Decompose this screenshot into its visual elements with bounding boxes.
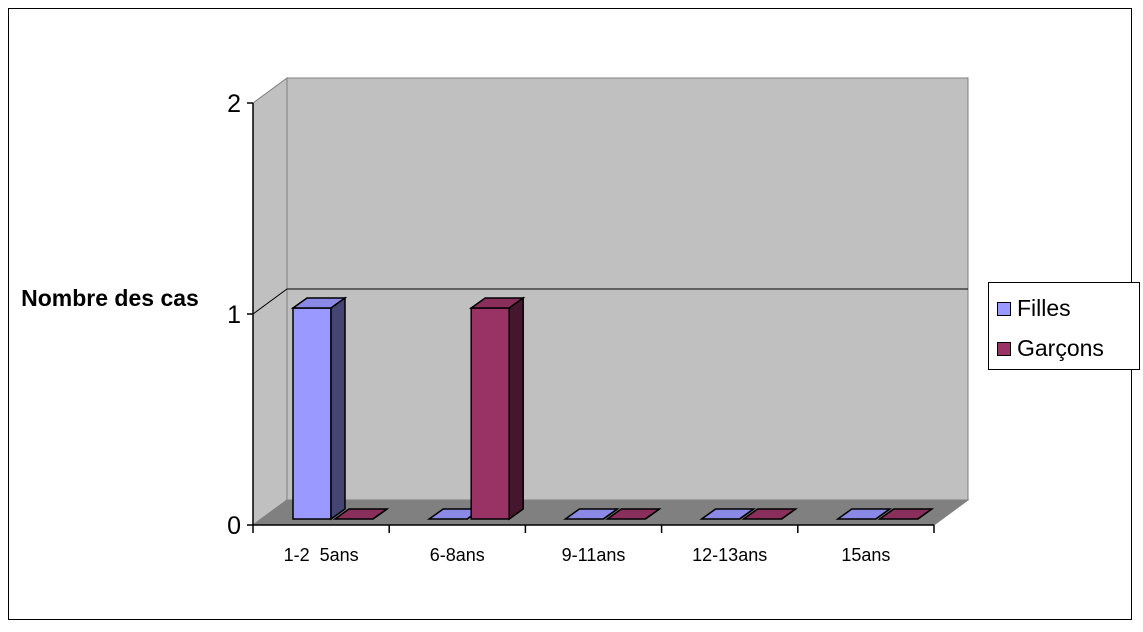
bar-filles: [290, 296, 348, 521]
x-tick-label: 9-11ans: [562, 545, 626, 565]
bar-garcons: [741, 508, 798, 520]
x-tick-label: 1-2 5ans: [284, 545, 359, 565]
legend-swatch-garcons: [997, 341, 1011, 356]
bar-filles: [699, 508, 756, 520]
y-tick-label: 0: [227, 512, 241, 540]
y-axis-label: Nombre des cas: [21, 285, 199, 311]
bar-garcons: [877, 508, 935, 520]
legend-swatch-filles: [997, 301, 1011, 316]
x-tick-label: 15ans: [841, 545, 890, 565]
bar-garcons: [605, 508, 662, 520]
x-tick-label: 6-8ans: [430, 545, 485, 565]
y-tick-label: 1: [227, 301, 241, 329]
legend-label-garcons: Garçons: [1017, 335, 1104, 361]
bar-filles: [563, 508, 620, 520]
legend-item-filles: Filles: [997, 295, 1071, 322]
bar-garcons: [332, 508, 390, 520]
legend-label-filles: Filles: [1017, 295, 1071, 321]
legend-item-garcons: Garçons: [997, 335, 1104, 362]
bar-filles: [835, 508, 893, 520]
x-tick-label: 12-13ans: [692, 545, 767, 565]
bar-garcons: [468, 296, 526, 521]
gridline-1: [252, 288, 968, 315]
legend: Filles Garçons: [988, 282, 1140, 370]
y-tick-label: 2: [227, 90, 241, 118]
